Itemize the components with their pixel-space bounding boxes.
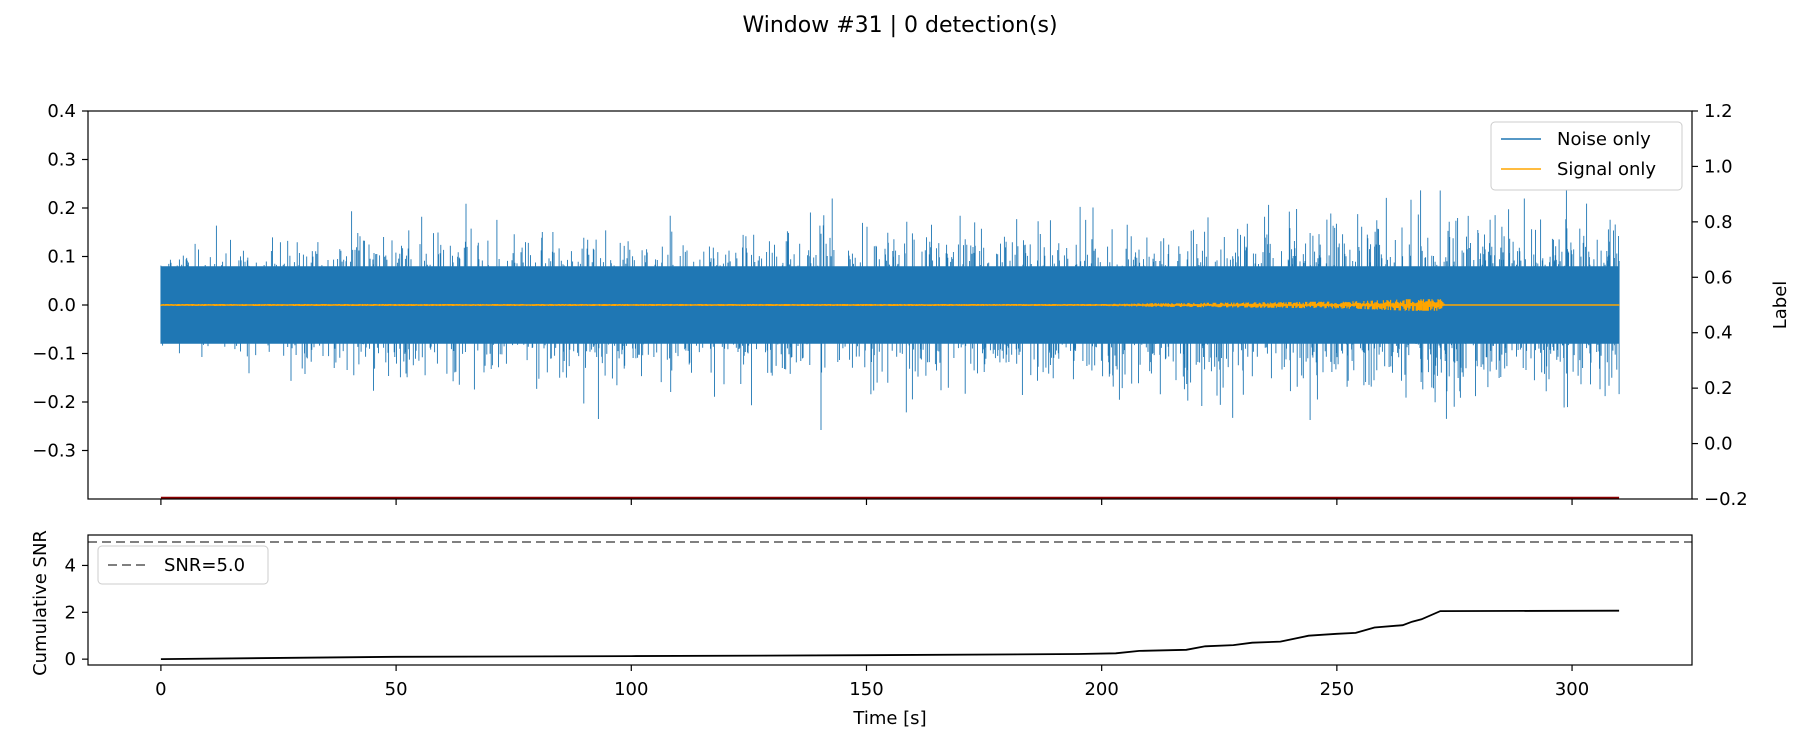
bottom-axes-frame	[87, 534, 1693, 666]
right-y-tick-label: −0.2	[1704, 489, 1748, 510]
x-tick-label: 200	[1084, 679, 1118, 700]
left-y-tick-label: −0.2	[32, 392, 76, 413]
right-y-tick-label: 0.4	[1704, 323, 1733, 344]
left-y-tick-label: 0.4	[47, 101, 76, 122]
x-tick-label: 50	[385, 679, 408, 700]
x-axis-label: Time [s]	[852, 708, 926, 729]
right-y-tick-label: 0.8	[1704, 212, 1733, 233]
top-legend: Noise only Signal only	[1490, 121, 1683, 191]
left-y-tick-label: 0.2	[47, 198, 76, 219]
bottom-y-tick-label: 0	[65, 649, 76, 670]
right-y-axis-label: Label	[1770, 281, 1791, 330]
legend-noise-label: Noise only	[1557, 129, 1651, 150]
left-y-tick-label: −0.1	[32, 344, 76, 365]
bottom-panel: 0 2 4 0 50 100 150 200 250 300 Time [s] Cumulative …	[30, 530, 1693, 729]
legend-signal-label: Signal only	[1557, 159, 1656, 180]
top-panel: −0.3 −0.2 −0.1 0.0 0.1 0.2 0.3 0.4 −0.2 0.0 0.2 0.4…	[32, 101, 1791, 510]
bottom-y-axis-label: Cumulative SNR	[30, 530, 51, 676]
right-y-tick-label: 1.2	[1704, 101, 1733, 122]
left-y-tick-label: 0.1	[47, 247, 76, 268]
legend-threshold-label: SNR=5.0	[164, 555, 245, 576]
left-y-tick-label: 0.3	[47, 150, 76, 171]
right-y-tick-label: 1.0	[1704, 156, 1733, 177]
legend-box	[97, 545, 269, 585]
x-tick-label: 300	[1555, 679, 1589, 700]
right-y-tick-label: 0.0	[1704, 434, 1733, 455]
left-y-tick-label: 0.0	[47, 295, 76, 316]
left-y-tick-label: −0.3	[32, 441, 76, 462]
x-tick-label: 0	[155, 679, 166, 700]
right-y-tick-label: 0.6	[1704, 267, 1733, 288]
right-y-tick-label: 0.2	[1704, 378, 1733, 399]
figure-title: Window #31 | 0 detection(s)	[742, 13, 1057, 38]
cumulative-snr-line	[160, 609, 1620, 660]
bottom-y-tick-label: 4	[65, 555, 76, 576]
x-tick-label: 100	[614, 679, 648, 700]
bottom-legend: SNR=5.0	[97, 545, 269, 585]
bottom-y-tick-label: 2	[65, 602, 76, 623]
x-tick-label: 250	[1320, 679, 1354, 700]
x-tick-label: 150	[849, 679, 883, 700]
